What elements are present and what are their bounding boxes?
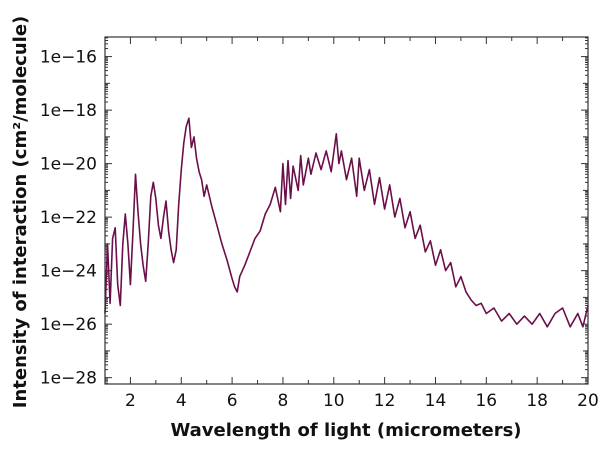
axis-ticks: [104, 37, 589, 385]
x-tick-label: 6: [227, 391, 238, 411]
y-tick-label: 1e−22: [40, 208, 97, 228]
x-tick-label: 16: [475, 391, 497, 411]
y-tick-label: 1e−24: [40, 262, 97, 282]
y-tick-label: 1e−18: [40, 101, 97, 121]
x-axis-label: Wavelength of light (micrometers): [170, 420, 521, 441]
x-tick-label: 18: [526, 391, 548, 411]
plot-frame: [104, 36, 589, 385]
y-tick-labels: 1e−16 1e−18 1e−20 1e−22 1e−24 1e−26 1e−28: [40, 48, 97, 389]
y-tick-label: 1e−28: [40, 369, 97, 389]
x-tick-labels: 2 4 6 8 10 12 14 16 18 20: [125, 391, 599, 411]
series-layer: [104, 117, 589, 328]
y-tick-label: 1e−20: [40, 155, 97, 175]
y-tick-label: 1e−16: [40, 48, 97, 68]
y-tick-label: 1e−26: [40, 315, 97, 335]
y-axis-label: Intensity of interaction (cm²/molecule): [10, 16, 31, 409]
x-tick-label: 8: [278, 391, 289, 411]
x-tick-label: 10: [323, 391, 345, 411]
x-tick-label: 20: [577, 391, 599, 411]
x-tick-label: 2: [125, 391, 136, 411]
spectrum-line: [104, 117, 589, 328]
x-tick-label: 12: [374, 391, 396, 411]
x-tick-label: 14: [425, 391, 447, 411]
x-tick-label: 4: [176, 391, 187, 411]
